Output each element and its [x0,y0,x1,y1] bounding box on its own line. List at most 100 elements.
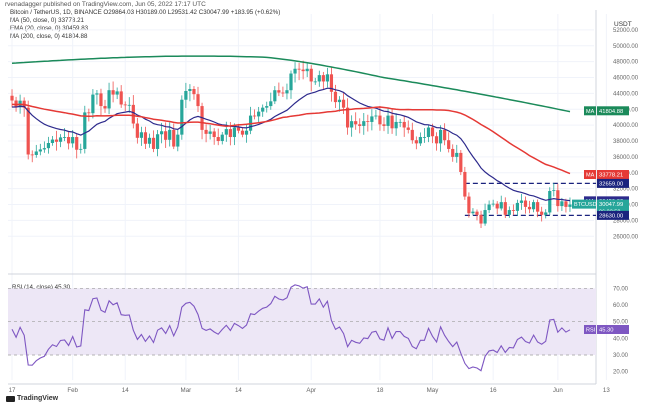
candle-body [160,131,164,135]
candle-body [168,129,172,140]
candle-body [507,210,511,215]
price-tag-value: 41804.88 [599,109,623,115]
candle-body [54,139,59,142]
candle-body [67,137,71,144]
candle-body [540,211,544,215]
candle-body [438,129,443,144]
candle-body [297,68,301,70]
candle-body [491,203,495,205]
candle-body [301,69,305,72]
candle-body [212,131,216,138]
candle-body [495,203,499,209]
time-tick-label: Feb [67,387,78,394]
price-tick-label: 44000.00 [613,91,639,97]
price-tick-label: 48000.00 [613,60,639,66]
publisher-credit: rvenadagger published on TradingView.com… [5,1,206,8]
candle-body [463,171,467,197]
candle-body [548,191,552,213]
price-tick-label: 28000.00 [613,218,639,224]
candle-body [224,129,228,135]
candle-body [127,104,131,106]
time-tick-label: Mar [181,387,192,394]
candle-body [515,202,520,211]
candle-body [99,93,103,107]
time-tick-label: 14 [122,387,129,394]
tradingview-logo-text: TradingView [17,395,59,402]
candle-body [366,121,370,122]
price-tag-name: BTCUSDT [574,202,601,208]
candle-body [358,124,362,126]
candle-body [261,107,265,112]
candle-body [374,115,378,117]
time-tick-label: Jun [553,387,564,394]
candle-body [135,123,139,138]
candle-body [531,202,536,210]
candle-body [253,115,257,117]
candle-body [487,204,491,211]
candle-body [337,99,342,103]
ma50-legend: MA (50, close, 0) 33778.21 [10,17,84,24]
candle-body [176,134,180,147]
ma50-line [11,103,571,175]
time-tick-label: Apr [306,387,316,394]
candle-body [459,152,463,172]
candle-body [95,93,99,95]
candle-body [164,131,168,140]
price-tick-label: 32000.00 [613,187,639,193]
rsi-tick-label: 60.00 [613,303,629,309]
candle-body [83,112,87,149]
candle-body [111,90,115,95]
candle-body [103,106,107,109]
candle-body [240,130,245,135]
time-tick-label: 14 [235,387,242,394]
candle-body [289,73,293,91]
candle-body [394,121,398,129]
candle-body [354,121,358,125]
price-tick-label: 38000.00 [613,139,639,145]
candle-body [204,129,208,134]
candle-body [321,75,325,82]
candle-body [455,152,459,157]
candle-body [172,129,176,147]
price-tag-value: 33778.21 [599,173,623,179]
ema20-line [12,87,571,202]
time-tick-label: 16 [490,387,497,394]
candle-body [519,200,524,203]
candle-body [269,101,273,107]
candle-body [79,148,83,150]
candle-body [216,137,220,141]
price-tag-name-box [572,199,596,209]
price-tag-value: 30047.99 [599,202,623,208]
candle-body [552,190,556,192]
candle-body [483,210,487,224]
candle-body [123,104,127,106]
rsi-tick-label: 30.00 [613,353,629,359]
candle-body [390,115,394,129]
candle-body [75,137,79,150]
candle-body [293,68,297,74]
candle-body [503,202,507,215]
ma200-line [11,55,571,113]
candle-body [71,137,75,144]
candle-body [418,137,422,144]
candle-body [325,74,329,82]
candle-body [346,107,350,128]
candle-body [406,127,410,130]
candle-body [329,74,334,92]
candle-body [451,148,455,157]
price-tag-name: MA [586,109,595,115]
candle-body [220,134,224,141]
candle-body [30,154,34,156]
time-tick-label: 13 [603,387,610,394]
candle-body [87,112,91,114]
level-tag: 28630.00 [597,210,629,220]
candle-body [285,90,289,94]
candle-body [46,142,51,149]
candle-body [62,137,67,138]
price-tick-label: 36000.00 [613,155,639,161]
candle-body [370,116,374,122]
tradingview-logo-icon [6,395,15,402]
level-tag-box [597,178,629,188]
price-tick-label: 46000.00 [613,76,639,82]
